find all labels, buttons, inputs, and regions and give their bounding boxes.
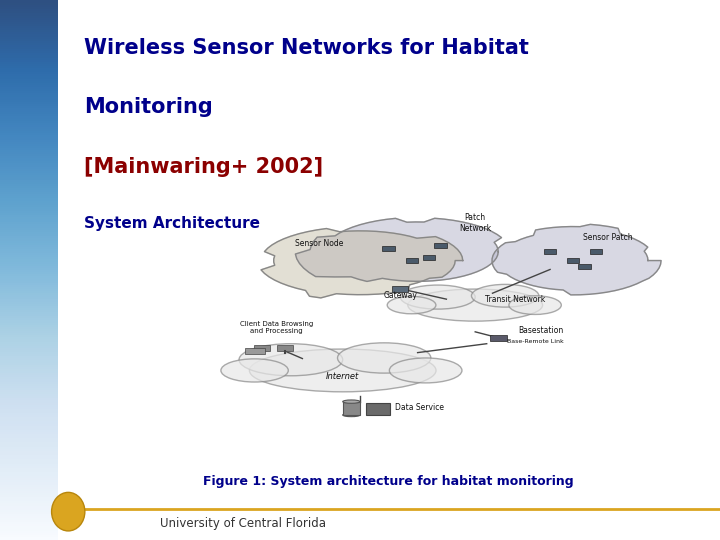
Bar bbox=[366, 402, 390, 415]
Ellipse shape bbox=[343, 400, 360, 403]
Text: System Architecture: System Architecture bbox=[84, 216, 260, 231]
Text: Internet: Internet bbox=[326, 373, 359, 381]
Polygon shape bbox=[295, 218, 502, 281]
Text: Patch
Network: Patch Network bbox=[459, 213, 491, 233]
Bar bbox=[343, 402, 360, 415]
Bar bbox=[245, 348, 265, 354]
Ellipse shape bbox=[472, 285, 539, 307]
Bar bbox=[434, 244, 447, 248]
Ellipse shape bbox=[221, 359, 288, 382]
Text: University of Central Florida: University of Central Florida bbox=[161, 517, 326, 530]
Polygon shape bbox=[261, 228, 463, 298]
Text: Gateway: Gateway bbox=[383, 291, 418, 300]
Text: Figure 1: System architecture for habitat monitoring: Figure 1: System architecture for habita… bbox=[204, 475, 574, 488]
Ellipse shape bbox=[343, 413, 360, 417]
Ellipse shape bbox=[408, 289, 543, 321]
Text: Client Data Browsing
and Processing: Client Data Browsing and Processing bbox=[240, 321, 313, 334]
Text: [Mainwaring+ 2002]: [Mainwaring+ 2002] bbox=[84, 157, 323, 177]
Bar bbox=[567, 258, 580, 263]
Circle shape bbox=[52, 492, 85, 531]
Bar bbox=[382, 246, 395, 251]
Text: Base-Remote Link: Base-Remote Link bbox=[507, 339, 564, 344]
Ellipse shape bbox=[249, 349, 436, 392]
Bar bbox=[277, 345, 293, 351]
Bar bbox=[254, 345, 270, 351]
Bar bbox=[405, 258, 418, 263]
Bar bbox=[544, 249, 557, 254]
Bar bbox=[423, 255, 436, 260]
Bar bbox=[490, 334, 507, 341]
Ellipse shape bbox=[400, 285, 475, 309]
Ellipse shape bbox=[239, 343, 343, 376]
Text: Transit Network: Transit Network bbox=[485, 295, 546, 304]
Bar bbox=[590, 249, 603, 254]
Bar bbox=[578, 264, 591, 269]
Ellipse shape bbox=[387, 296, 436, 314]
Ellipse shape bbox=[509, 296, 562, 314]
Ellipse shape bbox=[390, 358, 462, 383]
Text: Sensor Patch: Sensor Patch bbox=[583, 233, 632, 242]
Text: Basestation: Basestation bbox=[518, 326, 564, 335]
Bar bbox=[392, 286, 408, 292]
Polygon shape bbox=[492, 224, 661, 295]
Text: Data Service: Data Service bbox=[395, 403, 444, 411]
Text: Monitoring: Monitoring bbox=[84, 97, 213, 117]
Ellipse shape bbox=[338, 343, 431, 373]
Text: Sensor Node: Sensor Node bbox=[295, 239, 344, 248]
Text: Wireless Sensor Networks for Habitat: Wireless Sensor Networks for Habitat bbox=[84, 38, 529, 58]
